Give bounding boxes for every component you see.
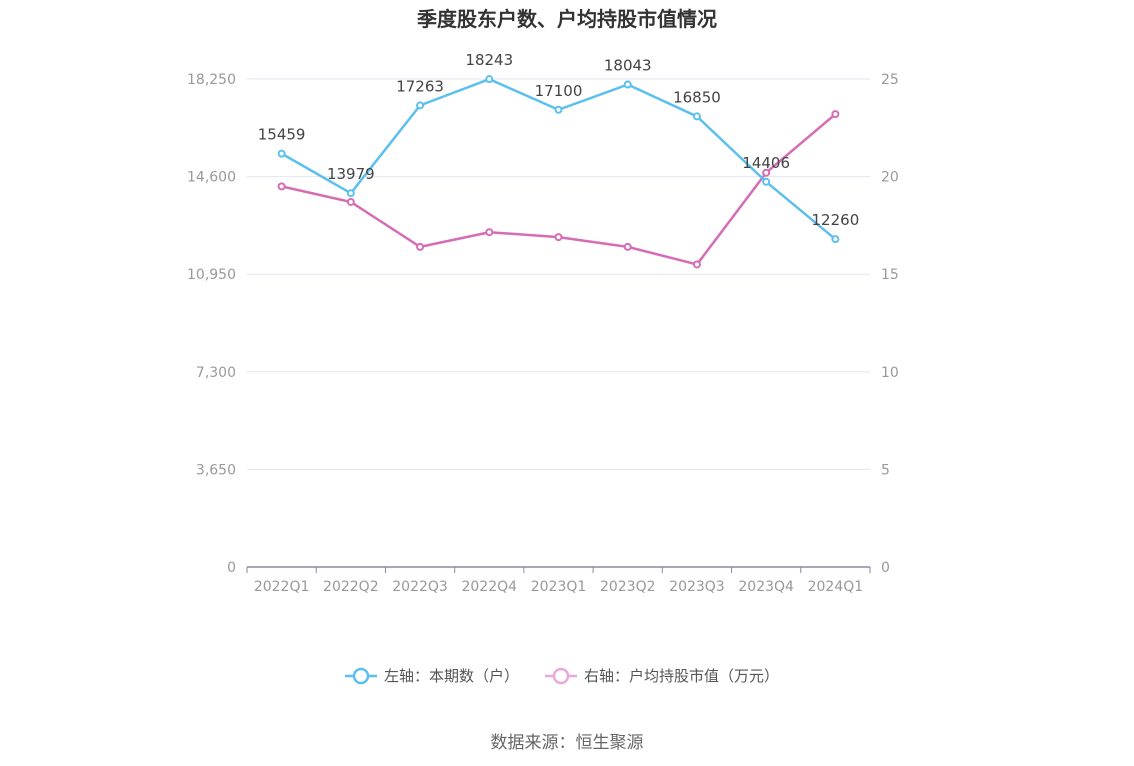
series-line [281,113,837,266]
data-point [831,235,840,244]
x-tick-label: 2022Q2 [323,579,379,595]
data-point [346,189,355,198]
source-note: 数据来源：恒生聚源 [491,733,644,753]
left-axis-ticks: 0 3,650 7,300 10,950 14,600 18,250 [187,72,236,576]
data-label: 14406 [742,154,790,172]
x-tick-label: 2023Q1 [531,579,587,595]
data-label: 13979 [327,165,375,183]
right-tick-label: 25 [881,72,899,88]
left-tick-label: 3,650 [196,462,236,478]
data-point [623,80,632,89]
x-tick-label: 2023Q2 [600,579,656,595]
series [277,75,840,269]
data-label: 18243 [465,51,513,69]
legend-label: 左轴：本期数（户） [384,667,519,685]
data-label: 15459 [258,126,306,144]
data-point [762,168,771,177]
right-tick-label: 20 [881,170,899,186]
right-tick-label: 0 [881,560,890,576]
data-point [692,112,701,121]
legend-label: 右轴：户均持股市值（万元） [584,667,779,685]
data-point [485,75,494,84]
data-label: 16850 [673,88,721,106]
data-label: 17100 [535,82,583,100]
data-point [692,260,701,269]
x-tick-label: 2024Q1 [808,579,864,595]
data-label: 18043 [604,57,652,75]
left-tick-label: 0 [227,560,236,576]
right-tick-label: 10 [881,365,899,381]
left-tick-label: 18,250 [187,72,236,88]
data-point [485,228,494,237]
data-point [762,177,771,186]
right-axis-ticks: 0 5 10 15 20 25 [881,72,899,576]
data-labels: 15459 13979 17263 18243 17100 18043 16850 14406… [258,51,859,229]
data-point [831,110,840,119]
right-tick-label: 5 [881,462,890,478]
x-axis-ticks: 2022Q1 2022Q2 2022Q3 2022Q4 2023Q1 2023Q2 2023… [254,579,863,595]
data-point [277,149,286,158]
data-label: 12260 [812,211,860,229]
data-point [554,233,563,242]
grid [246,78,871,573]
x-tick-label: 2022Q3 [392,579,448,595]
x-tick-label: 2023Q4 [738,579,794,595]
x-tick-label: 2022Q1 [254,579,310,595]
data-point [416,101,425,110]
data-point [554,105,563,114]
data-point [416,242,425,251]
x-tick-label: 2022Q4 [461,579,517,595]
left-tick-label: 14,600 [187,170,236,186]
data-label: 17263 [396,77,444,95]
x-tick-label: 2023Q3 [669,579,725,595]
left-tick-label: 10,950 [187,267,236,283]
chart-title: 季度股东户数、户均持股市值情况 [416,7,717,31]
data-point [277,182,286,191]
left-tick-label: 7,300 [196,365,236,381]
legend-marker [352,667,370,685]
data-point [346,197,355,206]
right-tick-label: 15 [881,267,899,283]
legend-marker [552,667,570,685]
legend: 左轴：本期数（户） 右轴：户均持股市值（万元） [345,667,779,685]
data-point [623,242,632,251]
